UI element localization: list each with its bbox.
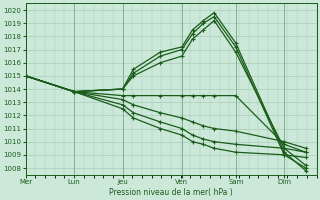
X-axis label: Pression niveau de la mer( hPa ): Pression niveau de la mer( hPa ) <box>109 188 233 197</box>
